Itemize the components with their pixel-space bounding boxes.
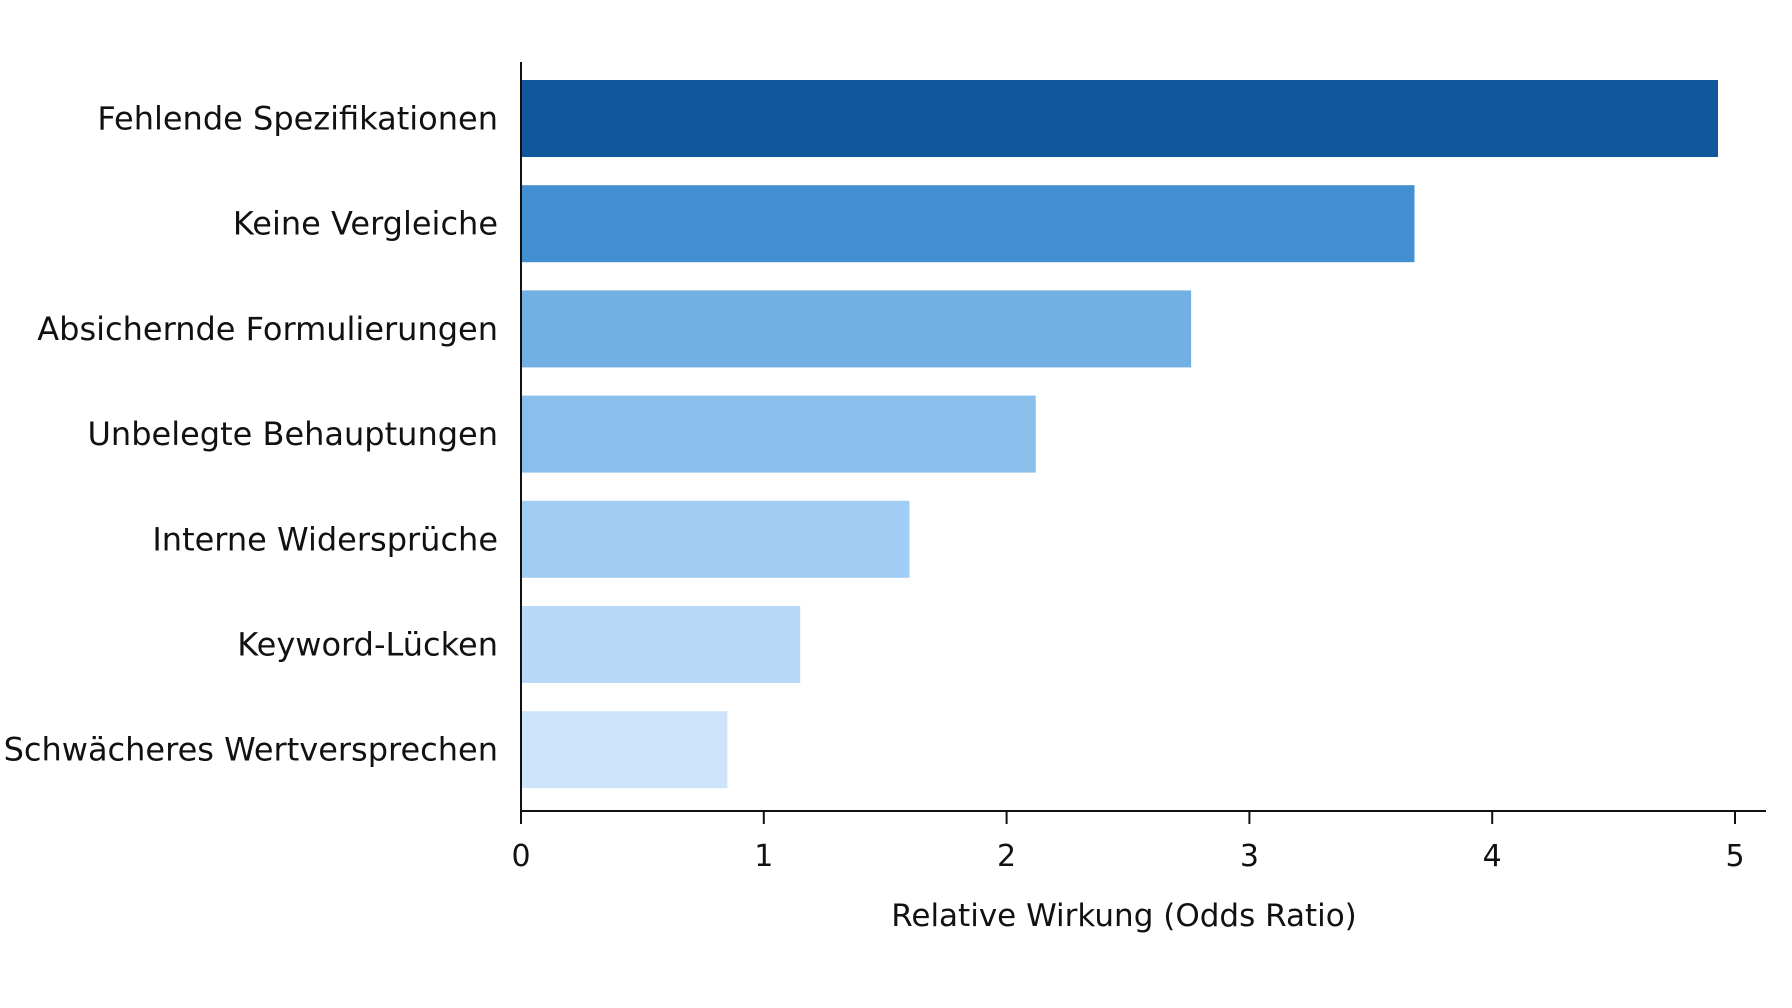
bar-1 (521, 80, 1719, 157)
x-tick-label-1: 1 (754, 839, 773, 874)
category-label-6: Keyword-Lücken (237, 626, 498, 664)
category-label-2: Keine Vergleiche (233, 205, 498, 243)
category-labels-group: Fehlende Spezifikationen Keine Vergleiche… (4, 100, 498, 769)
category-label-3: Absichernde Formulierungen (37, 310, 498, 348)
bar-2 (521, 185, 1415, 263)
bar-7 (521, 711, 728, 789)
x-axis-title: Relative Wirkung (Odds Ratio) (891, 898, 1357, 934)
bar-6 (521, 606, 801, 683)
bar-3 (521, 290, 1192, 368)
bar-5 (521, 500, 910, 578)
bars-group (521, 80, 1719, 789)
x-tick-label-2: 2 (997, 839, 1016, 874)
category-label-7: Schwächeres Wertversprechen (4, 731, 498, 769)
x-tick-label-4: 4 (1483, 839, 1502, 874)
x-tick-label-5: 5 (1725, 839, 1744, 874)
x-ticks-group: 0 1 2 3 4 5 (511, 811, 1745, 874)
x-tick-label-0: 0 (511, 839, 530, 874)
x-tick-label-3: 3 (1240, 839, 1259, 874)
bar-4 (521, 395, 1036, 473)
category-label-1: Fehlende Spezifikationen (97, 100, 498, 138)
category-label-5: Interne Widersprüche (152, 520, 498, 558)
category-label-4: Unbelegte Behauptungen (87, 415, 498, 453)
